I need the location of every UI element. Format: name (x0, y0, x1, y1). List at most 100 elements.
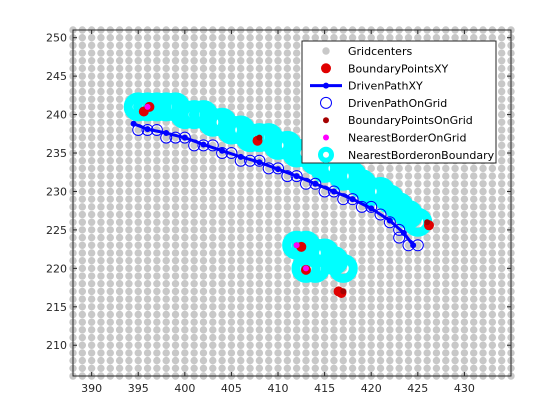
gridcenter-point (106, 64, 114, 73)
gridcenter-point (246, 333, 254, 342)
gridcenter-point (479, 249, 487, 257)
gridcenter-point (171, 280, 180, 288)
legend-label: NearestBorderOnGrid (348, 132, 466, 145)
gridcenter-point (125, 349, 133, 357)
gridcenter-point (470, 187, 478, 196)
gridcenter-point (255, 41, 264, 50)
gridcenter-point (181, 249, 189, 257)
gridcenter-point (451, 210, 459, 219)
gridcenter-point (432, 326, 441, 334)
gridcenter-point (87, 118, 96, 126)
gridcenter-point (199, 310, 208, 319)
driven-path-point (181, 134, 188, 141)
gridcenter-point (237, 249, 245, 257)
gridcenter-point (432, 241, 441, 249)
gridcenter-point (218, 33, 226, 42)
gridcenter-point (320, 203, 329, 211)
gridcenter-point (292, 195, 301, 203)
gridcenter-point (246, 310, 254, 319)
gridcenter-point (181, 303, 189, 311)
gridcenter-point (479, 187, 487, 196)
gridcenter-point (171, 64, 180, 73)
gridcenter-point (87, 203, 96, 211)
gridcenter-point (330, 210, 338, 219)
gridcenter-point (479, 164, 487, 173)
gridcenter-point (153, 226, 161, 234)
gridcenter-point (143, 64, 152, 73)
gridcenter-point (87, 180, 96, 188)
gridcenter-point (404, 280, 413, 288)
gridcenter-point (386, 295, 394, 303)
driven-path-point (293, 173, 300, 180)
gridcenter-point (199, 172, 208, 180)
gridcenter-point (125, 303, 133, 311)
gridcenter-point (153, 295, 161, 303)
gridcenter-point (358, 256, 366, 265)
legend-label: Gridcenters (348, 45, 412, 58)
gridcenter-point (255, 210, 264, 219)
gridcenter-point (97, 280, 105, 288)
gridcenter-point (246, 356, 254, 365)
driven-path-on-grid-point (393, 231, 406, 244)
gridcenter-point (190, 164, 198, 173)
gridcenter-point (153, 356, 161, 365)
gridcenter-point (209, 64, 217, 73)
gridcenter-point (265, 172, 273, 180)
driven-path-point (200, 141, 207, 148)
gridcenter-point (97, 195, 105, 203)
gridcenter-point (153, 303, 161, 311)
gridcenter-point (162, 364, 170, 373)
gridcenter-point (470, 180, 478, 188)
gridcenter-point (414, 33, 422, 42)
gridcenter-point (218, 326, 226, 334)
gridcenter-point (218, 87, 226, 96)
gridcenter-point (451, 249, 459, 257)
gridcenter-point (470, 341, 478, 349)
gridcenter-point (246, 280, 254, 288)
gridcenter-point (497, 126, 506, 134)
gridcenter-point (265, 349, 273, 357)
gridcenter-point (199, 80, 208, 88)
gridcenter-point (246, 233, 254, 242)
gridcenter-point (181, 264, 189, 273)
gridcenter-point (460, 33, 469, 42)
gridcenter-point (255, 318, 264, 326)
gridcenter-point (470, 287, 478, 296)
x-tick-label: 400 (174, 382, 195, 395)
legend-marker (322, 47, 330, 55)
gridcenter-point (106, 57, 114, 65)
gridcenter-point (283, 295, 292, 303)
legend-item: DrivenPathXY (310, 80, 423, 93)
gridcenter-point (199, 280, 208, 288)
gridcenter-point (479, 256, 487, 265)
gridcenter-point (190, 356, 198, 365)
gridcenter-point (265, 49, 273, 57)
gridcenter-point (134, 303, 142, 311)
gridcenter-point (292, 187, 301, 196)
gridcenter-point (442, 195, 450, 203)
gridcenter-point (348, 318, 357, 326)
gridcenter-point (320, 364, 329, 373)
gridcenter-point (143, 195, 152, 203)
gridcenter-point (386, 233, 394, 242)
gridcenter-point (414, 295, 422, 303)
gridcenter-point (162, 203, 170, 211)
gridcenter-point (171, 33, 180, 42)
gridcenter-point (311, 326, 319, 334)
gridcenter-point (125, 157, 133, 165)
gridcenter-point (97, 72, 105, 80)
gridcenter-point (237, 210, 245, 219)
gridcenter-point (153, 203, 161, 211)
gridcenter-point (376, 310, 385, 319)
gridcenter-point (181, 64, 189, 73)
gridcenter-point (274, 187, 282, 196)
gridcenter-point (348, 326, 357, 334)
gridcenter-point (209, 272, 217, 280)
gridcenter-point (451, 326, 459, 334)
gridcenter-point (497, 87, 506, 96)
gridcenter-point (470, 203, 478, 211)
gridcenter-point (479, 287, 487, 296)
gridcenter-point (78, 103, 87, 111)
gridcenter-point (237, 241, 245, 249)
gridcenter-point (125, 326, 133, 334)
